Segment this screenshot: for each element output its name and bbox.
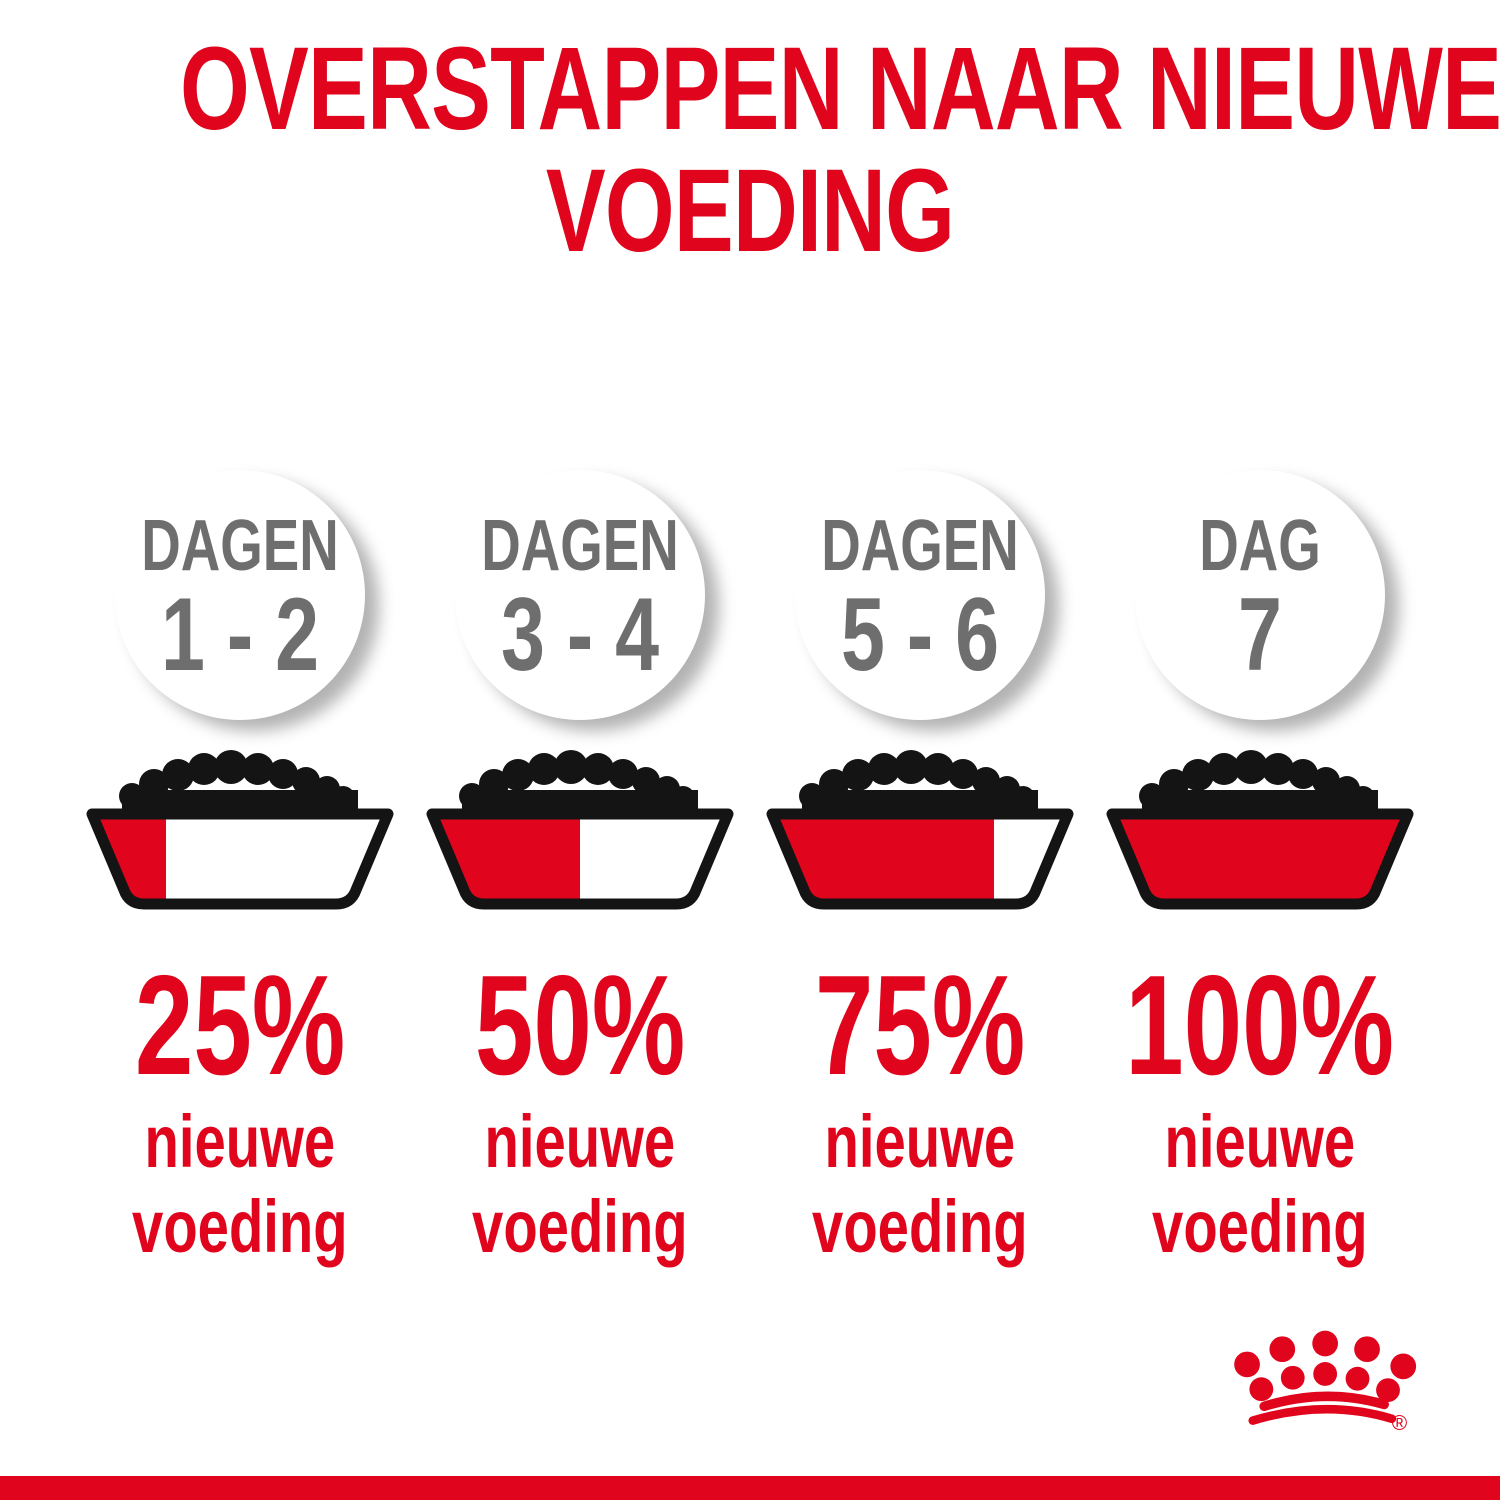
new-food-caption: nieuwe voeding: [1118, 1099, 1402, 1269]
page-title-line1: OVERSTAPPEN NAAR NIEUWE: [180, 23, 1500, 155]
new-food-word2: voeding: [132, 1185, 348, 1268]
day-column: DAGEN 5 - 6 75% nieuwe voeding: [750, 470, 1090, 1269]
new-food-caption: nieuwe voeding: [438, 1099, 722, 1269]
new-food-word1: nieuwe: [824, 1100, 1016, 1183]
kibble-icon: [459, 750, 698, 816]
food-bowl-icon: [766, 750, 1074, 910]
royal-canin-crown-logo: ®: [1234, 1330, 1417, 1435]
new-food-word2: voeding: [1152, 1185, 1368, 1268]
day-badge-label: DAG: [1199, 506, 1321, 586]
food-bowl-icon: [426, 750, 734, 910]
day-badge-label: DAGEN: [821, 506, 1019, 586]
day-badge: DAGEN 5 - 6: [795, 470, 1045, 720]
kibble-icon: [1139, 750, 1378, 816]
food-bowl-icon: [1106, 750, 1414, 910]
percent-new-food: 50%: [474, 946, 686, 1105]
columns: DAGEN 1 - 2 25% nieuwe voeding: [70, 470, 1430, 1269]
day-badge-label: DAGEN: [481, 506, 679, 586]
new-food-word1: nieuwe: [1164, 1100, 1356, 1183]
registered-trademark-icon: ®: [1392, 1412, 1408, 1435]
page-title: OVERSTAPPEN NAAR NIEUWE VOEDING: [0, 28, 1500, 272]
new-food-caption: nieuwe voeding: [98, 1099, 382, 1269]
day-column: DAGEN 3 - 4 50% nieuwe voeding: [410, 470, 750, 1269]
day-badge-range: 5 - 6: [840, 577, 1000, 693]
kibble-icon: [799, 750, 1038, 816]
new-food-word2: voeding: [472, 1185, 688, 1268]
day-badge-range: 1 - 2: [160, 577, 320, 693]
day-badge: DAG 7: [1135, 470, 1385, 720]
day-column: DAGEN 1 - 2 25% nieuwe voeding: [70, 470, 410, 1269]
day-badge-range: 7: [1238, 577, 1282, 693]
new-food-caption: nieuwe voeding: [778, 1099, 1062, 1269]
percent-new-food: 75%: [814, 946, 1026, 1105]
day-badge: DAGEN 1 - 2: [115, 470, 365, 720]
new-food-word1: nieuwe: [484, 1100, 676, 1183]
kibble-icon: [119, 750, 358, 816]
bottom-red-bar: [0, 1476, 1500, 1500]
food-bowl-icon: [86, 750, 394, 910]
day-column: DAG 7 100% nieuwe voeding: [1090, 470, 1430, 1269]
percent-new-food: 100%: [1125, 946, 1395, 1105]
new-food-word1: nieuwe: [144, 1100, 336, 1183]
day-badge: DAGEN 3 - 4: [455, 470, 705, 720]
page-title-line2: VOEDING: [545, 145, 955, 277]
day-badge-label: DAGEN: [141, 506, 339, 586]
new-food-word2: voeding: [812, 1185, 1028, 1268]
percent-new-food: 25%: [134, 946, 346, 1105]
day-badge-range: 3 - 4: [500, 577, 660, 693]
